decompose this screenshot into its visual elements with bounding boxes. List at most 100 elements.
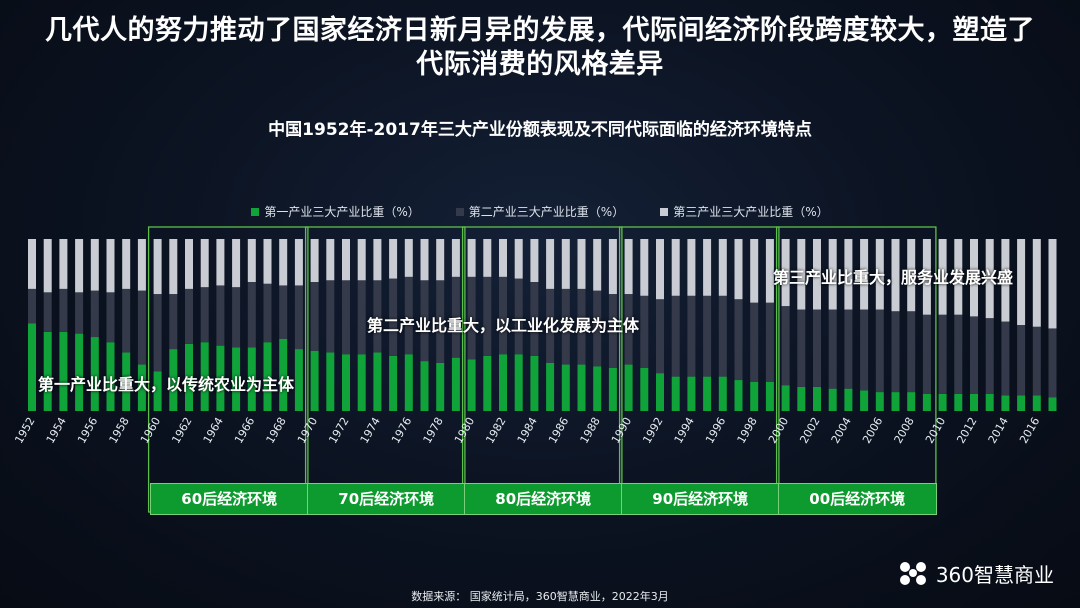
bar-primary-2004: [844, 388, 853, 411]
bar-secondary-1992: [656, 299, 664, 374]
bar-primary-1998: [750, 381, 759, 411]
x-tick-label-1980: 1980: [452, 415, 477, 446]
x-tick-label-1990: 1990: [609, 415, 634, 446]
x-tick-label-1996: 1996: [703, 415, 728, 446]
bar-tertiary-1973: [357, 239, 366, 281]
bar-secondary-2008: [907, 311, 916, 393]
bar-primary-2017: [1048, 397, 1057, 411]
bar-tertiary-2012: [970, 239, 978, 317]
bar-secondary-1972: [342, 280, 350, 355]
bar-primary-1974: [373, 352, 382, 411]
bar-tertiary-1954: [59, 239, 68, 289]
bar-tertiary-2008: [907, 239, 916, 312]
bar-primary-2009: [922, 393, 931, 411]
x-tick-label-1986: 1986: [546, 415, 571, 446]
bar-tertiary-1961: [169, 239, 178, 295]
x-tick-label-2010: 2010: [923, 415, 948, 446]
bar-secondary-1970: [310, 282, 319, 351]
bar-primary-2008: [907, 392, 916, 411]
bar-secondary-1976: [404, 276, 413, 355]
title-line-1: 几代人的努力推动了国家经济日新月异的发展，代际间经济阶段跨度较大，塑造了: [45, 15, 1035, 46]
logo-text: 360智慧商业: [935, 562, 1054, 587]
bar-tertiary-1984: [530, 239, 539, 282]
bar-primary-1977: [420, 361, 429, 411]
brand-logo: 360智慧商业: [896, 558, 1054, 588]
bar-tertiary-1997: [734, 239, 743, 300]
legend-item-primary: 第一产业三大产业比重（%）: [251, 203, 420, 220]
bar-secondary-1994: [687, 295, 696, 377]
bar-tertiary-1971: [326, 239, 335, 281]
annotation-secondary: 第二产业比重大，以工业化发展为主体: [367, 316, 640, 335]
bar-primary-1990: [624, 364, 633, 411]
bar-primary-1969: [294, 349, 303, 411]
x-tick-label-1962: 1962: [169, 415, 194, 446]
bar-tertiary-1985: [546, 239, 555, 289]
chart-subtitle: 中国1952年-2017年三大产业份额表现及不同代际面临的经济环境特点: [268, 120, 812, 140]
bar-primary-1992: [656, 373, 664, 411]
bar-tertiary-2002: [813, 239, 821, 310]
bar-tertiary-1965: [232, 239, 241, 288]
bar-tertiary-1981: [483, 239, 492, 277]
bar-tertiary-1990: [624, 239, 633, 295]
bar-tertiary-1998: [750, 239, 759, 303]
bar-primary-1987: [577, 364, 586, 411]
bar-tertiary-1989: [608, 239, 617, 295]
bar-secondary-1995: [703, 295, 712, 377]
bar-secondary-2014: [1001, 321, 1010, 396]
bar-tertiary-2013: [985, 239, 994, 319]
bar-secondary-2004: [844, 309, 853, 389]
bar-tertiary-2011: [954, 239, 963, 315]
bar-tertiary-2014: [1001, 239, 1010, 322]
bar-secondary-1958: [122, 288, 131, 353]
bar-tertiary-1972: [342, 239, 350, 281]
bar-tertiary-2001: [797, 239, 806, 310]
bar-tertiary-1952: [28, 239, 36, 289]
bar-secondary-1985: [546, 288, 555, 363]
bar-secondary-1999: [765, 302, 774, 382]
bar-tertiary-1996: [718, 239, 727, 296]
bar-secondary-1987: [577, 288, 586, 365]
x-tick-label-1954: 1954: [44, 415, 69, 446]
bar-primary-2015: [1017, 395, 1026, 411]
bar-primary-1997: [734, 380, 743, 411]
source-note: 数据来源： 国家统计局，360智慧商业，2022年3月: [411, 590, 669, 603]
bar-secondary-2007: [891, 311, 900, 393]
bar-secondary-1978: [436, 280, 445, 363]
bar-secondary-1966: [247, 282, 256, 348]
bar-secondary-2000: [781, 306, 790, 386]
bar-tertiary-2005: [860, 239, 869, 310]
bar-primary-1956: [90, 337, 99, 411]
bar-secondary-1973: [357, 280, 366, 355]
x-tick-label-2016: 2016: [1017, 415, 1042, 446]
bar-secondary-1955: [75, 292, 84, 334]
bar-primary-1976: [404, 354, 413, 411]
x-tick-label-1972: 1972: [326, 415, 351, 446]
bar-secondary-2012: [970, 316, 978, 394]
bar-tertiary-1955: [75, 239, 84, 293]
bar-primary-1982: [499, 354, 507, 411]
bar-primary-1958: [122, 352, 131, 411]
x-tick-label-1976: 1976: [389, 415, 414, 446]
bar-primary-1960: [153, 371, 162, 411]
legend-label-tertiary: 第三产业三大产业比重（%）: [673, 205, 829, 219]
x-tick-label-1952: 1952: [12, 415, 37, 446]
bar-secondary-2005: [860, 309, 869, 391]
x-tick-label-2002: 2002: [797, 415, 822, 446]
x-tick-label-1968: 1968: [264, 415, 289, 446]
bar-tertiary-2017: [1048, 239, 1057, 329]
x-tick-label-2000: 2000: [766, 415, 791, 446]
bar-secondary-1982: [499, 276, 507, 355]
bar-primary-1964: [216, 345, 225, 411]
bar-primary-1971: [326, 352, 335, 411]
bar-secondary-1965: [232, 287, 241, 348]
bar-secondary-1971: [326, 280, 335, 353]
bar-tertiary-1958: [122, 239, 131, 289]
bar-primary-1985: [546, 362, 555, 411]
bar-primary-2014: [1001, 395, 1010, 411]
bar-tertiary-2004: [844, 239, 853, 310]
bar-secondary-1998: [750, 302, 759, 382]
bar-secondary-1969: [294, 285, 303, 350]
bar-secondary-1993: [671, 295, 680, 377]
x-tick-label-1960: 1960: [138, 415, 163, 446]
bar-tertiary-1991: [640, 239, 649, 296]
